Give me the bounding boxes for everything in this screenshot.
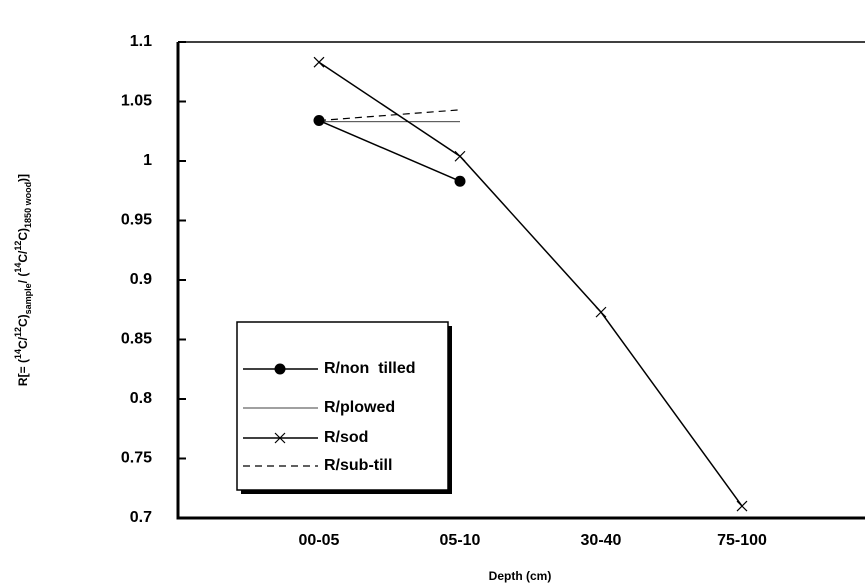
y-tick-label: 1.05 (121, 93, 152, 110)
y-label-part: R[= ( (16, 359, 30, 386)
y-label-part: / ( (16, 273, 30, 284)
y-tick-label: 1.1 (130, 33, 152, 50)
legend-marker (274, 432, 286, 444)
marker (454, 150, 466, 162)
x-tick-label: 30-40 (581, 532, 622, 549)
y-label-part: 1850 wood (23, 182, 33, 228)
y-label-part: 12 (13, 241, 23, 251)
y-label-part: sample (23, 283, 33, 314)
legend-label: R/plowed (324, 399, 395, 416)
legend-marker (274, 363, 286, 375)
marker (313, 56, 325, 68)
marker (454, 175, 466, 187)
y-tick-label: 0.75 (121, 450, 152, 467)
y-label-part: C) (16, 228, 30, 241)
y-label-part: C) (16, 314, 30, 327)
y-tick-label: 0.9 (130, 271, 152, 288)
x-axis-label: Depth (cm) (489, 569, 552, 583)
x-tick-label: 05-10 (440, 532, 481, 549)
y-tick-label: 0.8 (130, 390, 152, 407)
x-tick-label: 75-100 (717, 532, 767, 549)
y-label-part: C/ (16, 250, 30, 263)
legend-box (236, 321, 449, 491)
y-label-part: C/ (16, 336, 30, 349)
y-label-part: 14 (13, 263, 23, 273)
y-tick-label: 0.95 (121, 212, 152, 229)
legend-label: R/non tilled (324, 360, 416, 377)
legend-label: R/sub-till (324, 457, 392, 474)
y-tick-label: 1 (143, 152, 152, 169)
y-tick-label: 0.7 (130, 509, 152, 526)
marker (595, 306, 607, 318)
y-label-part: )] (16, 174, 30, 182)
series-line (318, 61, 743, 507)
marker (736, 500, 748, 512)
y-label-part: 14 (13, 349, 23, 359)
x-tick-label: 00-05 (299, 532, 340, 549)
y-axis-label: R[= (14C/12C)sample/ (14C/12C)1850 wood)… (13, 174, 33, 386)
y-tick-label: 0.85 (121, 331, 152, 348)
series-line (318, 119, 461, 182)
y-label-part: 12 (13, 327, 23, 337)
legend-label: R/sod (324, 429, 368, 446)
